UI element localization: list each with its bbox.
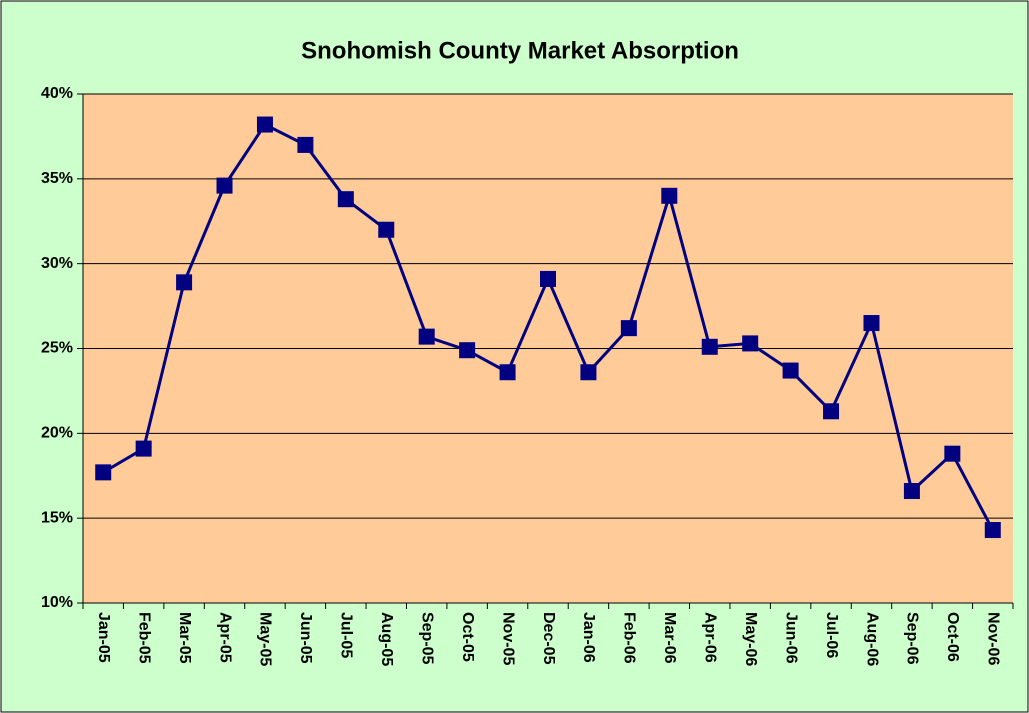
x-tick-label: Jul-06 <box>823 612 840 658</box>
y-tick-label: 35% <box>41 170 73 187</box>
marker <box>378 221 395 238</box>
y-tick-label: 15% <box>41 509 73 526</box>
x-tick-label: Jun-05 <box>297 612 314 664</box>
x-tick-label: Feb-06 <box>621 612 638 664</box>
marker <box>903 483 920 500</box>
x-tick-label: Oct-06 <box>944 612 961 662</box>
x-tick-label: Nov-05 <box>499 612 516 665</box>
y-tick-label: 40% <box>41 85 73 102</box>
y-tick-label: 20% <box>41 425 73 442</box>
y-tick-label: 10% <box>41 594 73 611</box>
marker <box>701 338 718 355</box>
marker <box>944 445 961 462</box>
x-tick-label: Jan-06 <box>580 612 597 663</box>
marker <box>297 136 314 153</box>
x-tick-label: Oct-05 <box>459 612 476 662</box>
marker <box>256 116 273 133</box>
marker <box>95 464 112 481</box>
x-tick-label: Sep-06 <box>904 612 921 665</box>
x-tick-label: Mar-06 <box>661 612 678 664</box>
chart-title: Snohomish County Market Absorption <box>301 37 739 64</box>
x-tick-label: Jul-05 <box>338 612 355 658</box>
marker <box>580 364 597 381</box>
y-tick-label: 30% <box>41 255 73 272</box>
y-tick-label: 25% <box>41 340 73 357</box>
marker <box>620 320 637 337</box>
marker <box>863 315 880 332</box>
marker <box>984 522 1001 539</box>
marker <box>540 270 556 287</box>
x-tick-label: May-05 <box>257 612 274 666</box>
marker <box>782 362 799 379</box>
x-tick-label: Nov-06 <box>985 612 1002 665</box>
x-tick-label: Feb-05 <box>135 612 152 664</box>
x-tick-label: Mar-05 <box>176 612 193 664</box>
x-tick-label: May-06 <box>742 612 759 666</box>
x-tick-label: Aug-06 <box>863 612 880 666</box>
marker <box>742 335 759 352</box>
x-tick-label: Jan-05 <box>95 612 112 663</box>
x-tick-label: Apr-06 <box>702 612 719 663</box>
x-tick-label: Jun-06 <box>782 612 799 664</box>
marker <box>176 274 193 291</box>
x-tick-label: Sep-05 <box>418 612 435 665</box>
marker <box>459 342 476 359</box>
x-tick-label: Dec-05 <box>540 612 557 665</box>
marker <box>823 403 840 420</box>
x-tick-label: Aug-05 <box>378 612 395 666</box>
marker <box>337 191 354 208</box>
marker <box>216 177 233 194</box>
marker <box>661 187 678 204</box>
marker <box>499 364 516 381</box>
x-tick-label: Apr-05 <box>216 612 233 663</box>
marker <box>135 440 152 457</box>
marker <box>418 328 435 345</box>
